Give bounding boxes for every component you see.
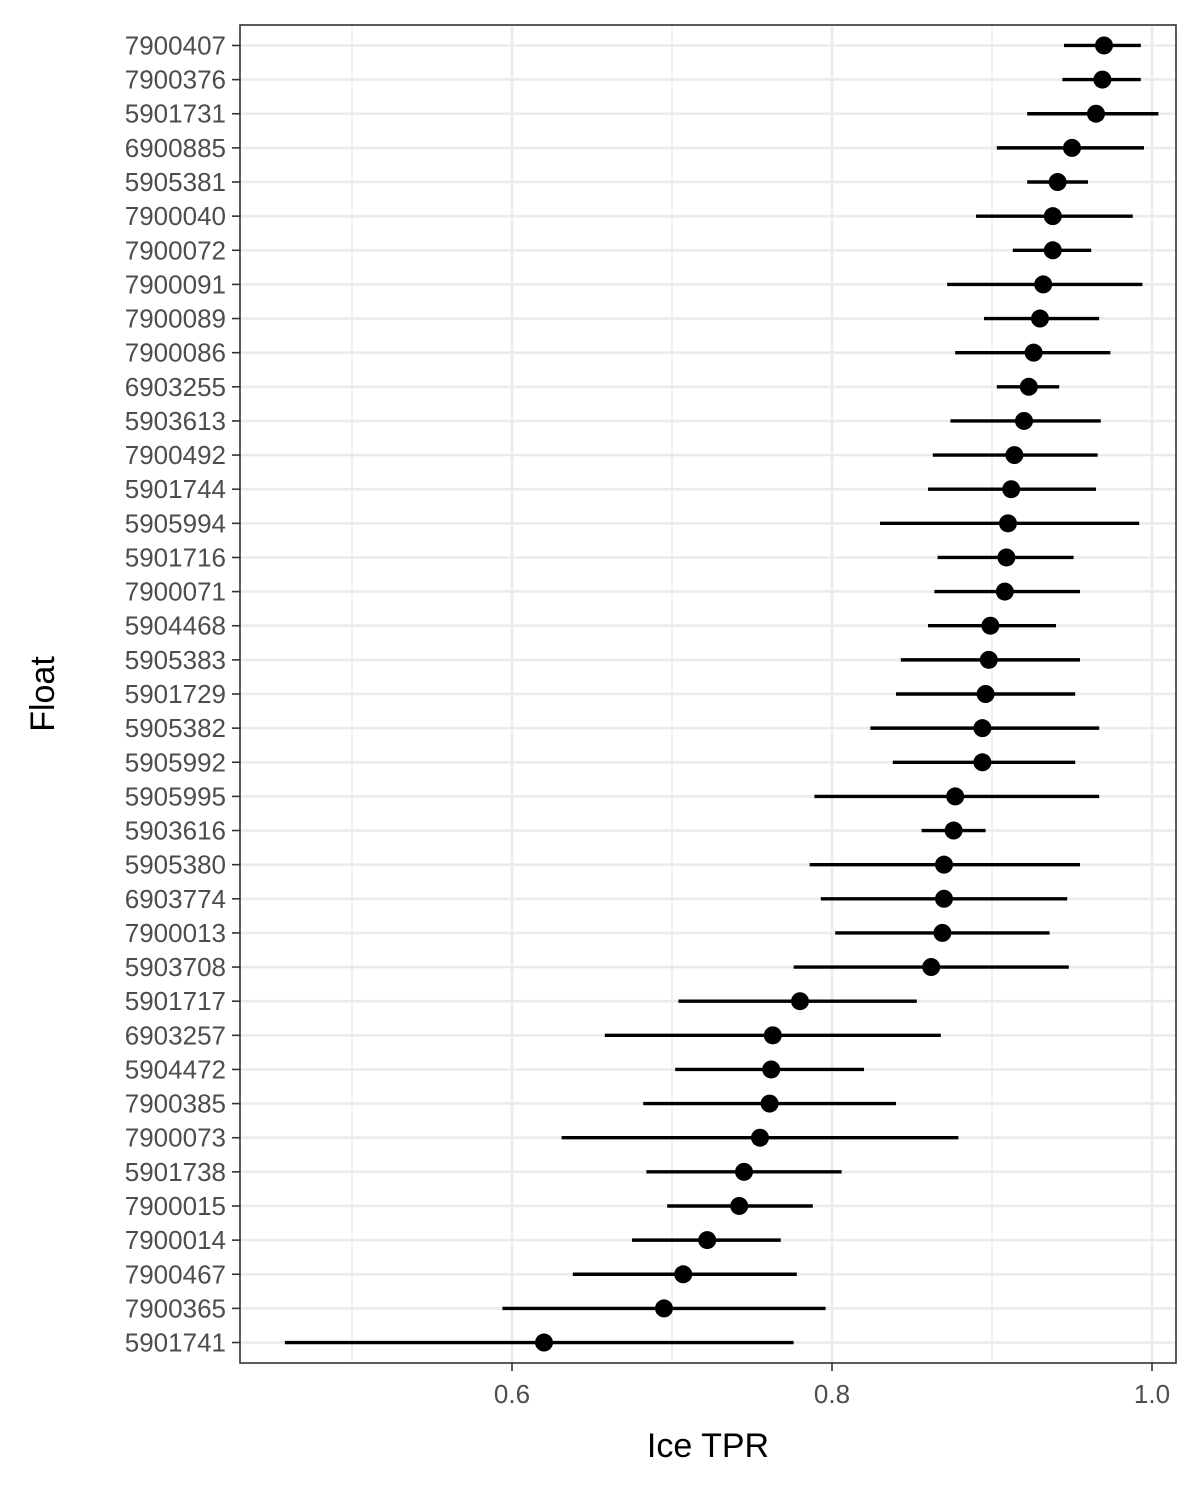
y-tick-label: 5901729 (125, 679, 226, 709)
y-tick-label: 7900467 (125, 1259, 226, 1289)
data-point (535, 1333, 553, 1352)
data-point (1031, 309, 1049, 328)
data-point (760, 1094, 779, 1113)
y-tick-label: 7900072 (125, 235, 226, 265)
y-tick-label: 5901741 (125, 1328, 226, 1358)
y-tick-label: 7900014 (125, 1225, 226, 1255)
y-tick-label: 7900407 (125, 30, 226, 60)
data-point (973, 719, 992, 738)
y-tick-label: 5905992 (125, 747, 226, 777)
data-point (981, 616, 1000, 635)
y-tick-label: 5901738 (125, 1157, 226, 1187)
data-point (762, 1060, 781, 1079)
data-point (1015, 411, 1033, 430)
data-point (674, 1265, 693, 1284)
y-tick-label: 7900089 (125, 304, 226, 334)
x-axis-title: Ice TPR (647, 1427, 769, 1465)
data-point (655, 1299, 673, 1318)
y-tick-label: 5901717 (125, 986, 226, 1016)
y-tick-label: 5905380 (125, 850, 226, 880)
data-marks (284, 36, 1159, 1352)
y-tick-label: 5905383 (125, 645, 226, 675)
data-point (999, 514, 1017, 533)
y-tick-label: 7900492 (125, 440, 226, 470)
data-point (944, 821, 963, 840)
data-point (1034, 275, 1053, 294)
data-point (791, 992, 809, 1011)
y-tick-label: 7900365 (125, 1293, 226, 1323)
data-point (751, 1128, 769, 1147)
x-tick-label: 0.6 (494, 1379, 530, 1409)
data-point (922, 958, 941, 977)
y-tick-label: 6900885 (125, 133, 226, 163)
x-tick-label: 1.0 (1134, 1379, 1170, 1409)
y-tick-label: 5903708 (125, 952, 226, 982)
data-point (995, 582, 1014, 601)
data-point (1043, 241, 1062, 260)
y-tick-label: 5901716 (125, 542, 226, 572)
data-point (1048, 173, 1067, 192)
y-tick-label: 5905995 (125, 781, 226, 811)
x-axis: 0.6 0.8 1.0 (494, 1363, 1170, 1409)
data-point (1005, 446, 1024, 465)
data-point (1002, 480, 1021, 499)
data-point (730, 1196, 749, 1215)
data-point (1095, 36, 1113, 55)
y-tick-label: 7900013 (125, 918, 226, 948)
y-tick-label: 5905994 (125, 508, 226, 538)
y-tick-label: 7900071 (125, 577, 226, 607)
data-point (1093, 70, 1112, 89)
x-tick-label: 0.8 (814, 1379, 850, 1409)
data-point (935, 889, 953, 908)
data-point (946, 787, 965, 806)
data-point (735, 1162, 753, 1181)
y-axis: 7900407 7900376 5901731 6900885 5905381 79000… (125, 30, 240, 1358)
data-point (763, 1026, 782, 1045)
y-tick-label: 5905381 (125, 167, 226, 197)
y-tick-label: 7900091 (125, 269, 226, 299)
y-tick-label: 7900015 (125, 1191, 226, 1221)
data-point (935, 855, 953, 874)
data-point (1063, 138, 1081, 157)
data-point (1024, 343, 1043, 362)
y-tick-label: 6903774 (125, 884, 226, 914)
y-tick-label: 5904472 (125, 1054, 226, 1084)
data-point (1087, 104, 1105, 123)
data-point (979, 650, 998, 669)
data-point (933, 923, 952, 942)
y-tick-label: 6903257 (125, 1020, 226, 1050)
data-point (698, 1231, 717, 1250)
y-tick-label: 5901731 (125, 99, 226, 129)
y-tick-label: 7900376 (125, 65, 226, 95)
y-tick-label: 5904468 (125, 611, 226, 641)
y-tick-label: 7900086 (125, 338, 226, 368)
y-tick-label: 7900385 (125, 1089, 226, 1119)
y-tick-label: 7900073 (125, 1123, 226, 1153)
y-tick-label: 5905382 (125, 713, 226, 743)
y-tick-label: 5901744 (125, 474, 226, 504)
y-tick-label: 5903616 (125, 816, 226, 846)
y-tick-label: 7900040 (125, 201, 226, 231)
data-point (973, 753, 992, 772)
data-point (1043, 207, 1062, 226)
data-point (997, 548, 1016, 567)
data-point (1019, 377, 1038, 396)
y-tick-label: 5903613 (125, 406, 226, 436)
y-axis-title: Float (24, 656, 62, 732)
y-tick-label: 6903255 (125, 372, 226, 402)
data-point (976, 685, 995, 703)
